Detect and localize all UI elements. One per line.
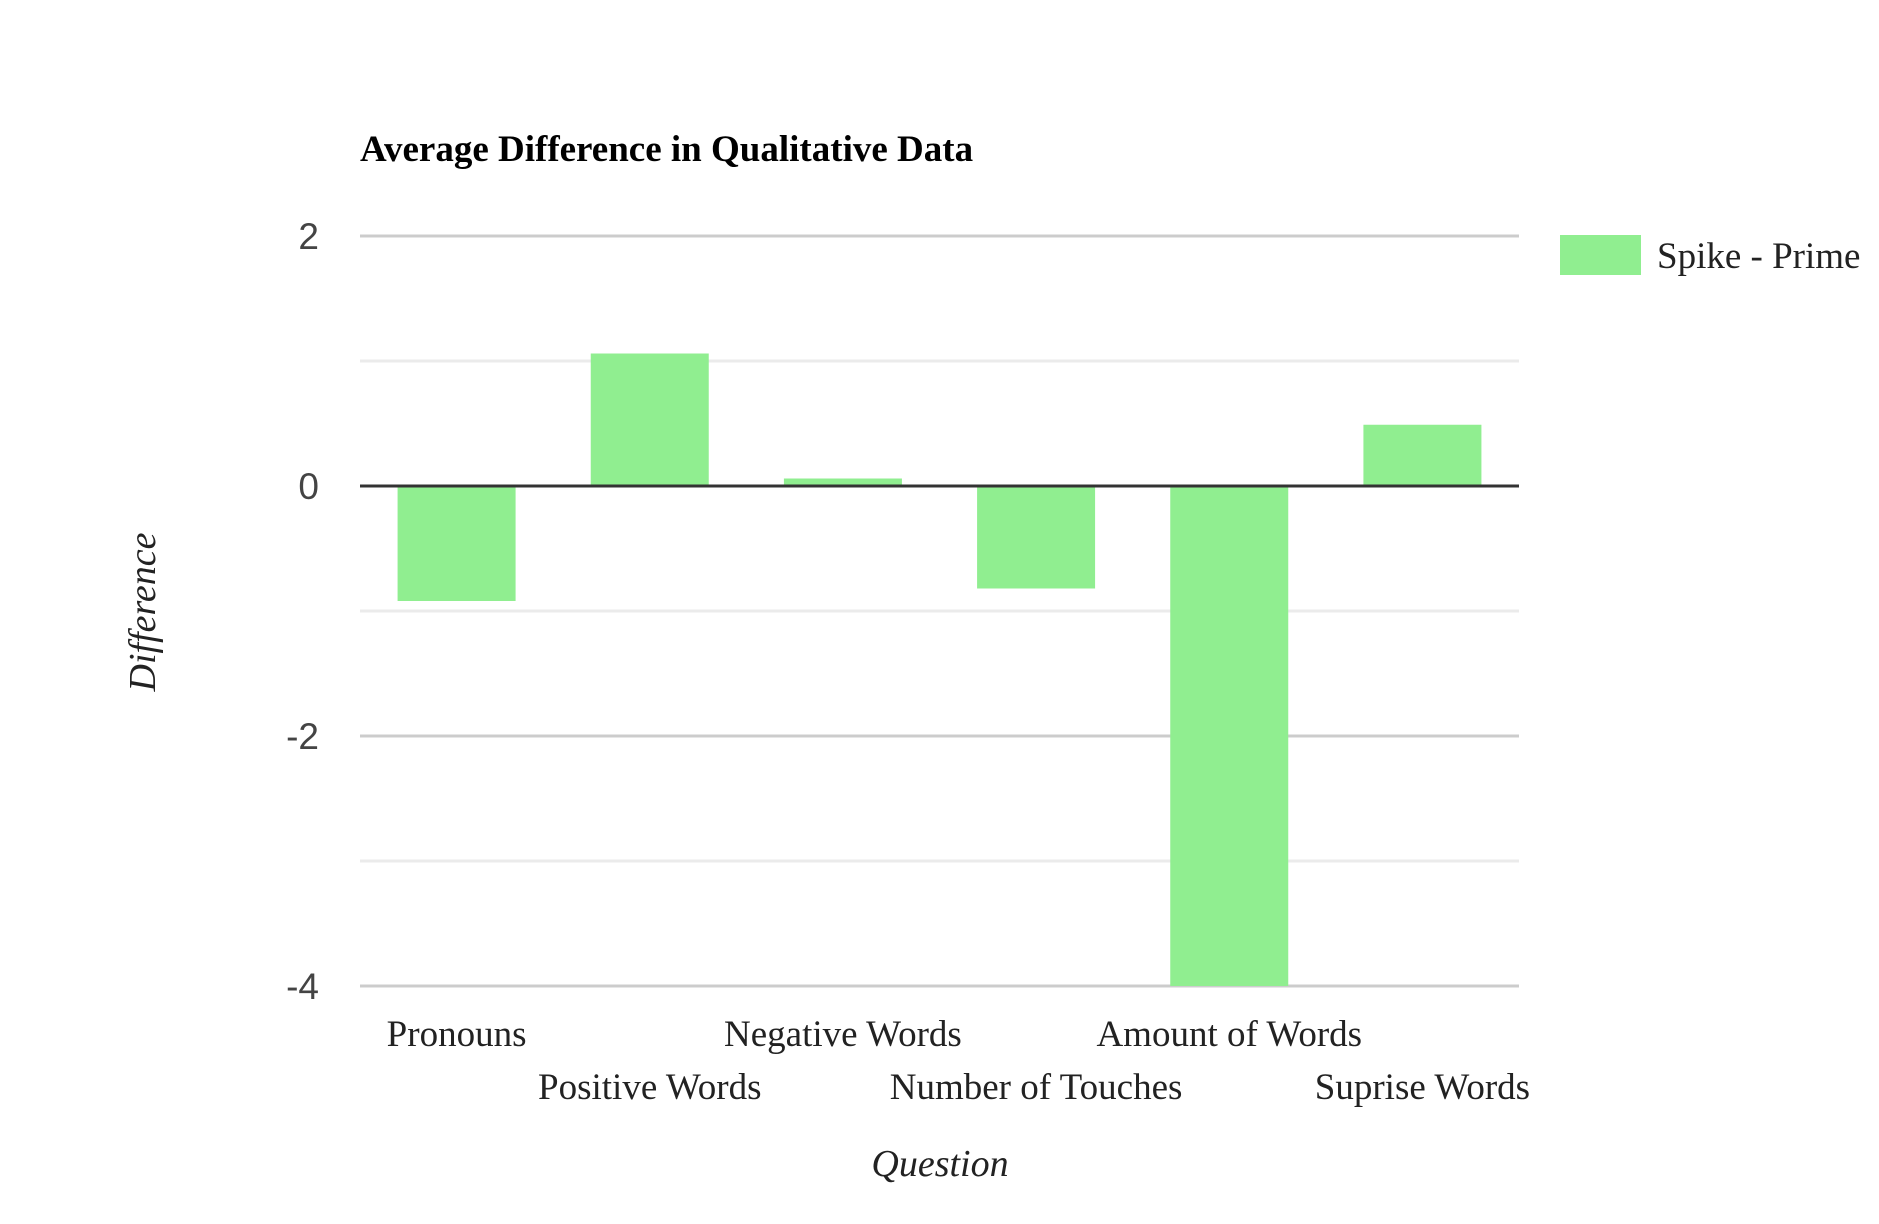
bar-number-of-touches (977, 486, 1096, 589)
y-tick-labels: 2 0 -2 -4 (286, 216, 319, 1007)
x-tick-labels: Pronouns Positive Words Negative Words Numb… (387, 1014, 1530, 1108)
bars (397, 353, 1482, 986)
bar-pronouns (397, 486, 516, 601)
bar-suprise-words (1363, 424, 1482, 486)
y-tick-label: 2 (298, 216, 319, 257)
gridlines (360, 234, 1519, 988)
x-tick-label: Negative Words (724, 1014, 962, 1055)
legend: Spike - Prime (1560, 235, 1860, 277)
x-tick-label: Suprise Words (1315, 1067, 1530, 1108)
y-tick-label: 0 (298, 466, 319, 507)
y-tick-label: -2 (286, 716, 319, 757)
chart-title: Average Difference in Qualitative Data (360, 129, 973, 170)
bar-positive-words (590, 353, 709, 486)
legend-swatch-spike-prime (1560, 235, 1641, 275)
x-axis-label: Question (871, 1143, 1008, 1185)
y-axis-label: Difference (122, 532, 164, 692)
x-tick-label: Amount of Words (1096, 1014, 1362, 1055)
bar-negative-words (783, 478, 902, 486)
legend-label-spike-prime: Spike - Prime (1657, 236, 1860, 277)
bar-amount-of-words (1170, 486, 1289, 986)
x-tick-label: Number of Touches (890, 1067, 1183, 1108)
x-tick-label: Pronouns (387, 1014, 527, 1055)
x-tick-label: Positive Words (538, 1067, 762, 1108)
y-tick-label: -4 (286, 966, 319, 1007)
